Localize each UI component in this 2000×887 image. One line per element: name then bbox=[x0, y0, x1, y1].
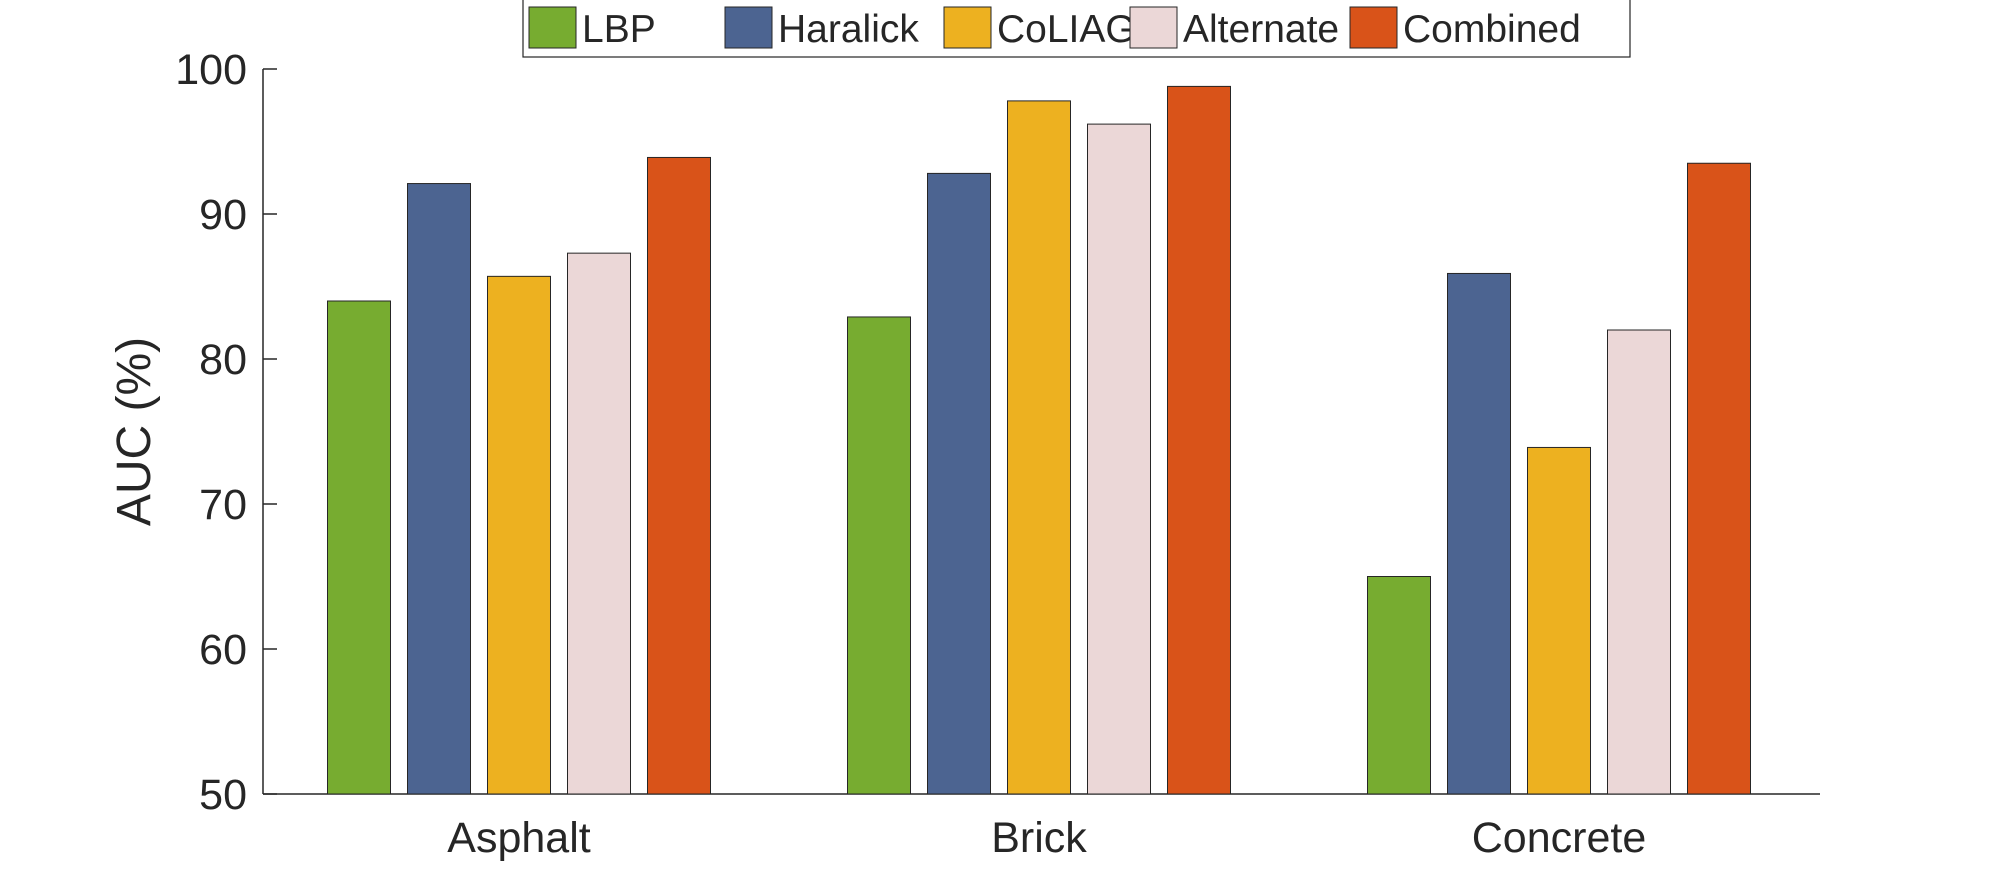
y-tick-label: 100 bbox=[175, 46, 247, 94]
legend-label-alternate: Alternate bbox=[1183, 8, 1339, 51]
x-tick-label: Concrete bbox=[1472, 814, 1646, 862]
legend-label-haralick: Haralick bbox=[778, 8, 919, 51]
y-tick-label: 50 bbox=[199, 771, 247, 819]
x-axis-ticks: Asphalt Brick Concrete bbox=[447, 814, 1646, 862]
bar-haralick-asphalt bbox=[407, 183, 471, 795]
bar-coliage-brick bbox=[1007, 100, 1071, 795]
bar-alternate-brick bbox=[1087, 123, 1151, 795]
legend-swatch-lbp bbox=[528, 6, 577, 49]
bar-alternate-concrete bbox=[1607, 329, 1671, 795]
legend: LBP Haralick CoLIAGe Alternate Combined bbox=[522, 0, 1631, 58]
bar-coliage-concrete bbox=[1527, 446, 1591, 795]
y-tick-label: 90 bbox=[199, 191, 247, 239]
bar-haralick-concrete bbox=[1447, 272, 1511, 795]
bar-combined-asphalt bbox=[647, 156, 711, 795]
x-tick-label: Brick bbox=[991, 814, 1087, 862]
bar-combined-brick bbox=[1167, 85, 1231, 795]
x-tick-label: Asphalt bbox=[447, 814, 590, 862]
bars bbox=[327, 85, 1751, 795]
legend-swatch-combined bbox=[1349, 6, 1398, 49]
legend-swatch-alternate bbox=[1129, 6, 1178, 49]
legend-label-combined: Combined bbox=[1403, 8, 1581, 51]
y-axis-ticks: 50 60 70 80 90 100 bbox=[175, 46, 277, 819]
y-tick-label: 60 bbox=[199, 626, 247, 674]
bar-lbp-asphalt bbox=[327, 300, 391, 795]
y-tick-label: 80 bbox=[199, 336, 247, 384]
bar-combined-concrete bbox=[1687, 162, 1751, 795]
bar-lbp-brick bbox=[847, 316, 911, 795]
bar-alternate-asphalt bbox=[567, 252, 631, 795]
y-axis-title: AUC (%) bbox=[108, 337, 161, 526]
bar-lbp-concrete bbox=[1367, 576, 1431, 795]
legend-swatch-coliage bbox=[943, 6, 992, 49]
y-tick-label: 70 bbox=[199, 481, 247, 529]
bar-coliage-asphalt bbox=[487, 275, 551, 795]
legend-label-lbp: LBP bbox=[582, 8, 656, 51]
bar-haralick-brick bbox=[927, 172, 991, 795]
legend-box bbox=[522, 0, 1631, 58]
legend-swatch-haralick bbox=[724, 6, 773, 49]
